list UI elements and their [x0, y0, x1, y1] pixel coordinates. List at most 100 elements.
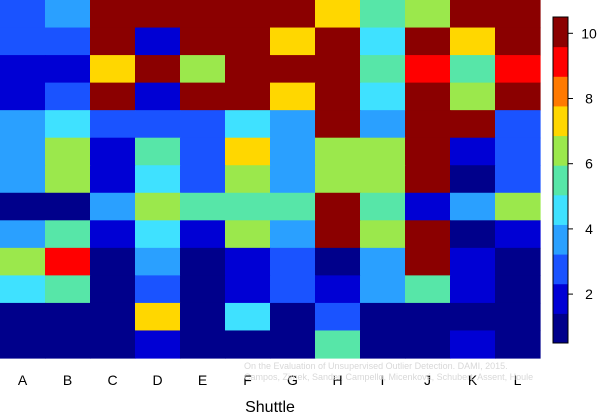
heatmap-cell-J-5: [405, 110, 451, 139]
colorbar-tick-label: 4: [585, 221, 593, 237]
heatmap-cell-E-4: [180, 82, 226, 111]
heatmap-cell-E-5: [180, 110, 226, 139]
heatmap-cell-I-8: [360, 192, 406, 221]
heatmap-cell-F-7: [225, 165, 271, 194]
heatmap-cell-D-7: [135, 165, 181, 194]
heatmap-cell-B-3: [45, 55, 91, 84]
heatmap-cell-E-8: [180, 192, 226, 221]
heatmap-cell-I-7: [360, 165, 406, 194]
heatmap-cell-H-2: [315, 27, 361, 56]
heatmap-cell-L-6: [495, 137, 541, 166]
colorbar-segment: [553, 313, 568, 344]
x-tick-label: F: [243, 372, 252, 388]
color-legend: 2 4 6 8 10: [552, 16, 597, 344]
heatmap-cell-K-9: [450, 220, 496, 249]
heatmap-cell-K-1: [450, 0, 496, 29]
heatmap-cell-I-10: [360, 247, 406, 276]
heatmap-cell-J-7: [405, 165, 451, 194]
x-tick-label: I: [381, 372, 385, 388]
x-tick-label: J: [424, 372, 431, 388]
heatmap-cell-E-7: [180, 165, 226, 194]
heatmap-cell-A-9: [0, 220, 46, 249]
heatmap-cell-K-8: [450, 192, 496, 221]
heatmap-cell-G-5: [270, 110, 316, 139]
heatmap-cell-K-3: [450, 55, 496, 84]
heatmap-cell-D-3: [135, 55, 181, 84]
heatmap-cell-C-5: [90, 110, 136, 139]
heatmap-cell-J-8: [405, 192, 451, 221]
heatmap-cell-C-13: [90, 330, 136, 359]
heatmap-cell-I-12: [360, 302, 406, 332]
heatmap-cell-K-11: [450, 275, 496, 304]
heatmap-cell-G-13: [270, 330, 316, 359]
heatmap-cell-L-3: [495, 55, 541, 84]
heatmap-cell-L-9: [495, 220, 541, 249]
heatmap-cell-J-10: [405, 247, 451, 276]
heatmap-cell-B-9: [45, 220, 91, 249]
heatmap-cell-B-4: [45, 82, 91, 111]
heatmap-cell-A-8: [0, 192, 46, 221]
heatmap-cell-B-7: [45, 165, 91, 194]
heatmap-cell-I-3: [360, 55, 406, 84]
heatmap-cell-L-13: [495, 330, 541, 359]
heatmap-cell-G-4: [270, 82, 316, 111]
heatmap-cell-H-11: [315, 275, 361, 304]
heatmap-cell-G-11: [270, 275, 316, 304]
heatmap-cell-B-5: [45, 110, 91, 139]
x-tick-label: L: [514, 372, 522, 388]
heatmap-cell-J-2: [405, 27, 451, 56]
heatmap-cell-L-2: [495, 27, 541, 56]
heatmap-cell-A-5: [0, 110, 46, 139]
heatmap-cell-A-12: [0, 302, 46, 332]
citation-watermark: On the Evaluation of Unsupervised Outlie…: [244, 361, 604, 383]
heatmap-cell-D-12: [135, 302, 181, 332]
heatmap-cell-C-6: [90, 137, 136, 166]
heatmap-cell-C-1: [90, 0, 136, 29]
heatmap-cell-I-2: [360, 27, 406, 56]
heatmap-cell-H-8: [315, 192, 361, 221]
citation-line-2: Campos, Zimek, Sander, Campello, Micenko…: [244, 372, 534, 382]
heatmap-cell-D-9: [135, 220, 181, 249]
heatmap-cell-F-12: [225, 302, 271, 332]
colorbar-tick-label: 2: [585, 286, 593, 302]
heatmap-cell-D-1: [135, 0, 181, 29]
x-tick-label: G: [287, 372, 298, 388]
heatmap-cell-L-10: [495, 247, 541, 276]
heatmap-cell-L-11: [495, 275, 541, 304]
colorbar-segment: [553, 105, 568, 137]
colorbar-tick-label: 8: [585, 91, 593, 107]
heatmap-cell-F-2: [225, 27, 271, 56]
colorbar-segment: [553, 194, 568, 225]
colorbar-segment: [553, 254, 568, 285]
colorbar-segment: [553, 17, 568, 48]
heatmap-cell-K-10: [450, 247, 496, 276]
heatmap-cell-H-1: [315, 0, 361, 29]
heatmap-cell-J-1: [405, 0, 451, 29]
heatmap-cell-F-4: [225, 82, 271, 111]
heatmap-cell-F-3: [225, 55, 271, 84]
heatmap-cell-C-9: [90, 220, 136, 249]
heatmap-cell-G-3: [270, 55, 316, 84]
heatmap-cell-E-2: [180, 27, 226, 56]
heatmap-cell-C-7: [90, 165, 136, 194]
heatmap-cell-K-4: [450, 82, 496, 111]
heatmap-cell-E-12: [180, 302, 226, 332]
colorbar-segment: [553, 135, 568, 166]
heatmap-cell-H-12: [315, 302, 361, 332]
heatmap-cell-I-6: [360, 137, 406, 166]
heatmap-cell-B-1: [45, 0, 91, 29]
heatmap-cell-L-4: [495, 82, 541, 111]
heatmap-cell-J-11: [405, 275, 451, 304]
heatmap-cell-G-9: [270, 220, 316, 249]
heatmap-cell-E-10: [180, 247, 226, 276]
heatmap-cell-G-10: [270, 247, 316, 276]
colorbar-tick-label: 10: [581, 25, 597, 41]
heatmap-cell-I-1: [360, 0, 406, 29]
heatmap-cell-A-6: [0, 137, 46, 166]
colorbar-tick-label: 6: [585, 156, 593, 172]
colorbar-segment: [553, 76, 568, 107]
heatmap-cell-C-12: [90, 302, 136, 332]
heatmap-cell-G-7: [270, 165, 316, 194]
heatmap-cell-D-8: [135, 192, 181, 221]
